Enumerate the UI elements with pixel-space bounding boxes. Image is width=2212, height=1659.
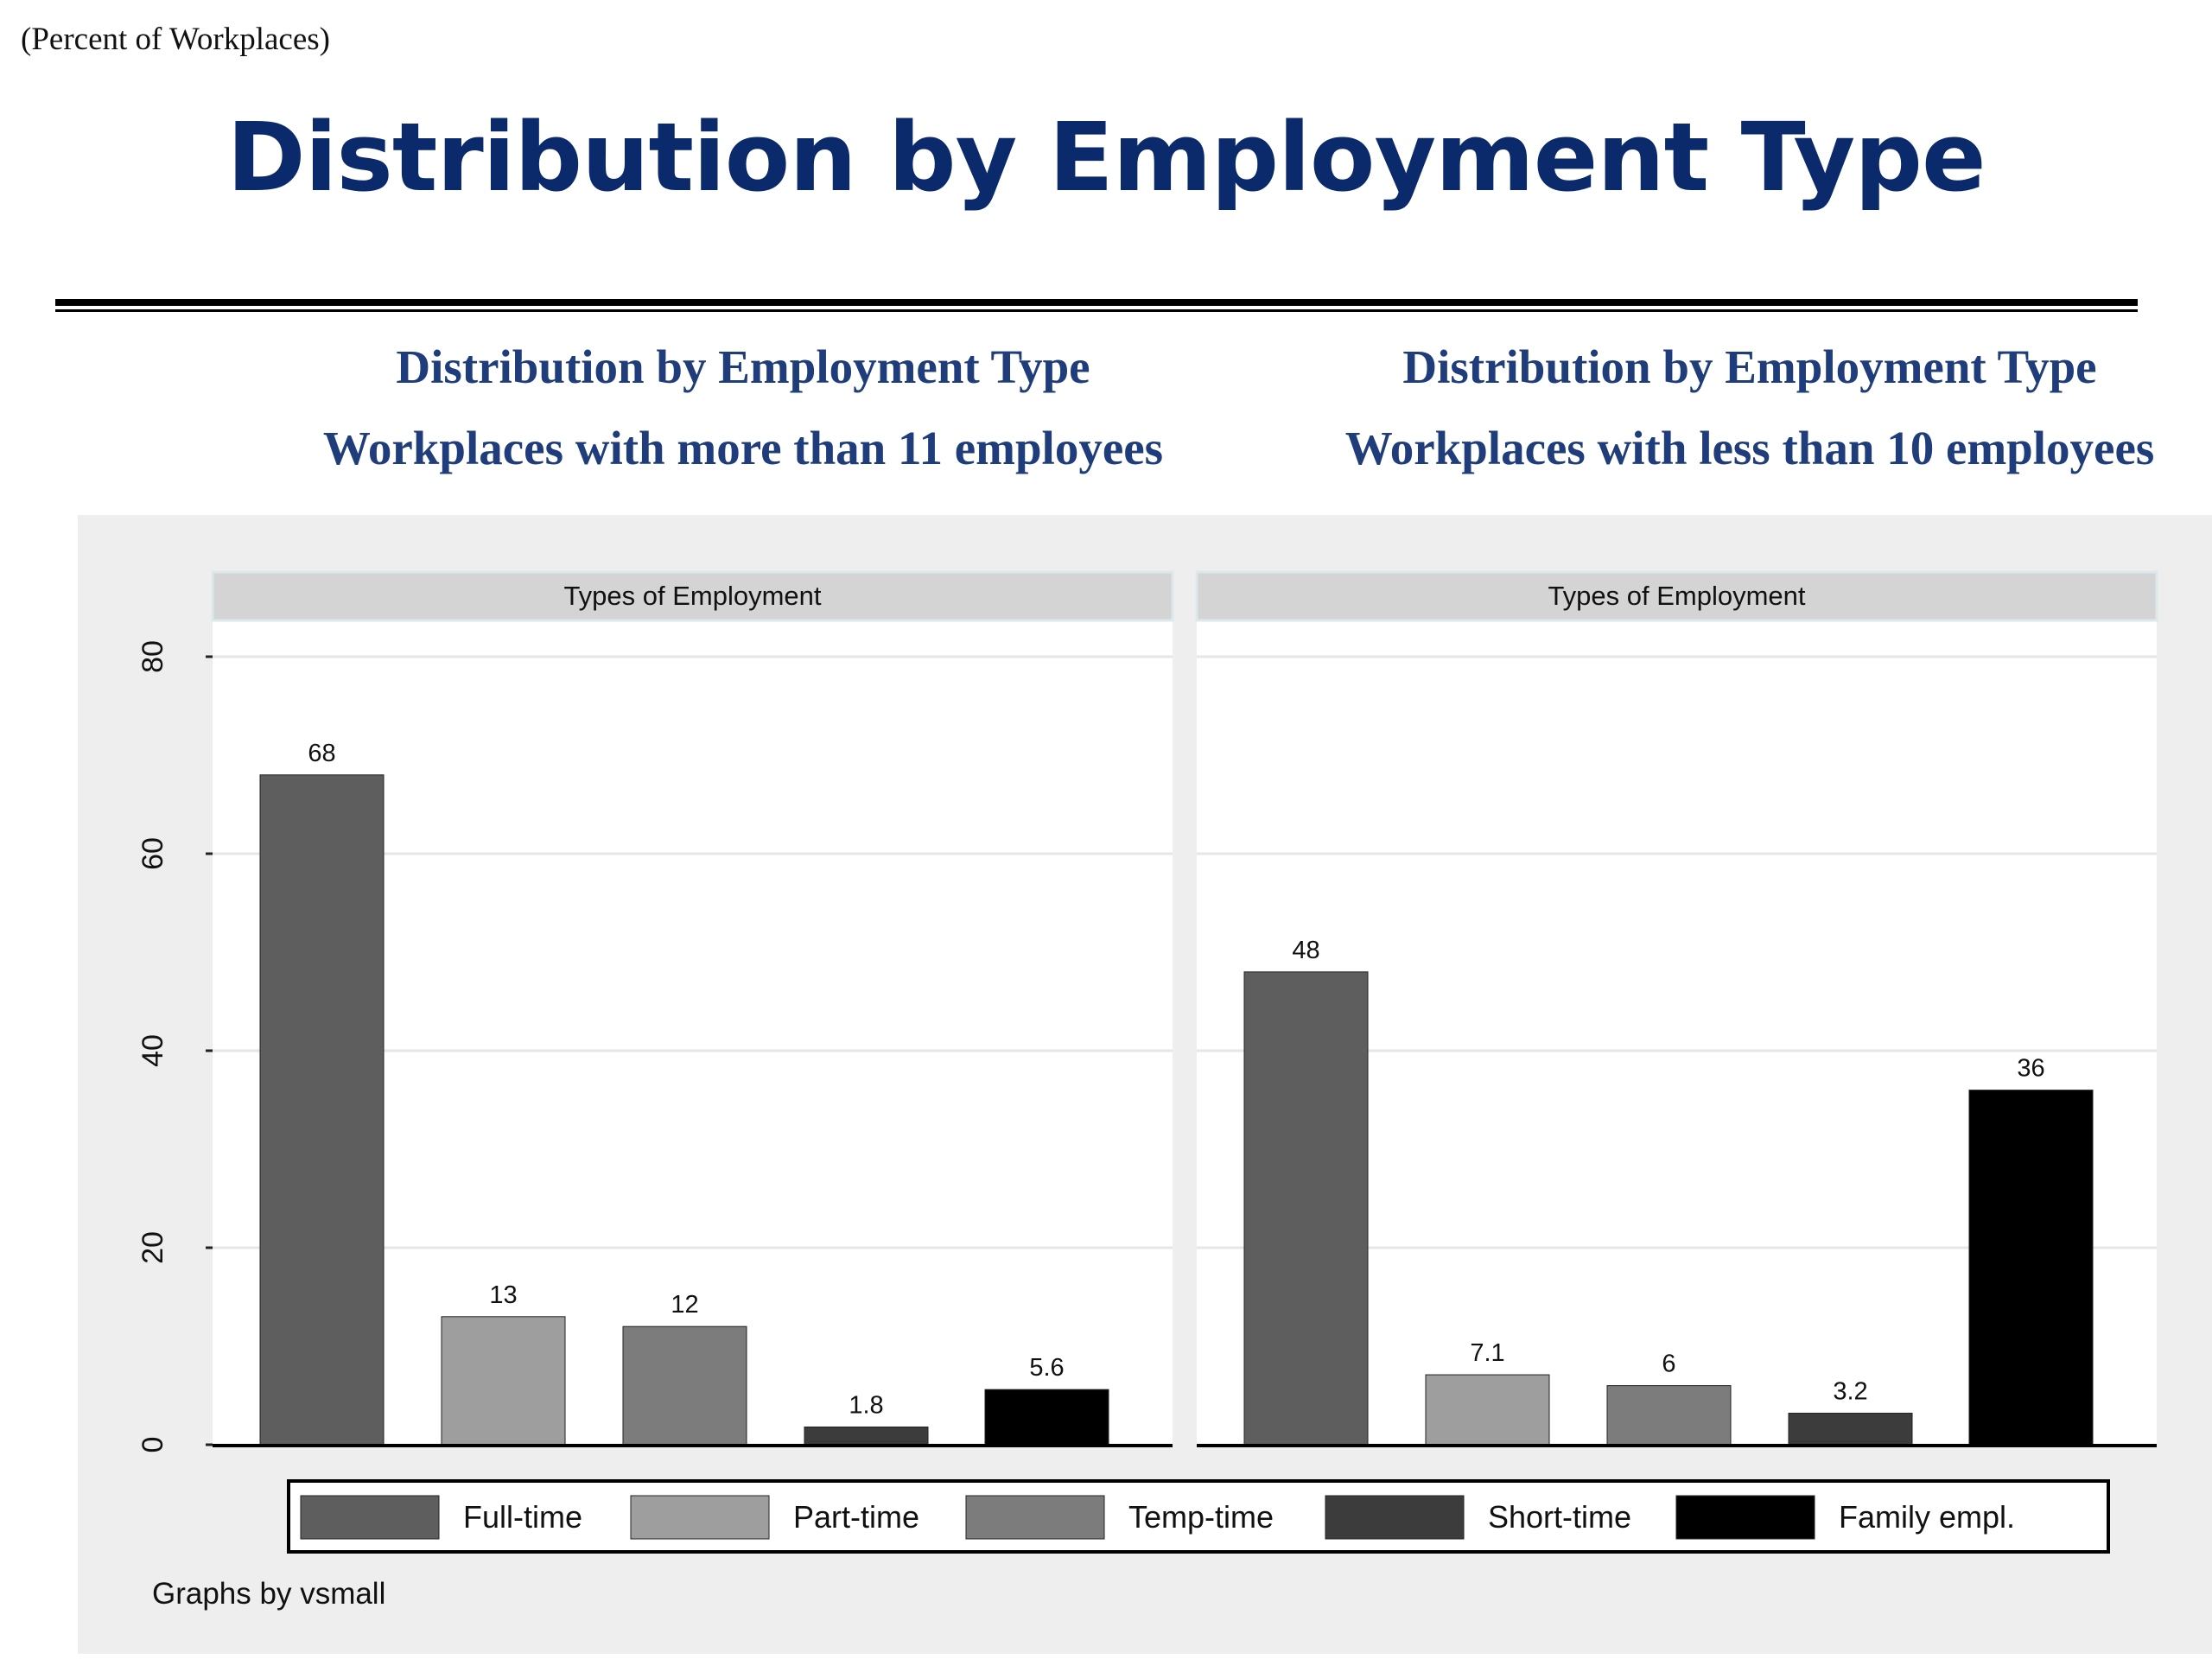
- y-tick-label: 40: [137, 1034, 169, 1067]
- data-label: 36: [2017, 1055, 2044, 1083]
- legend-swatch: [300, 1495, 440, 1540]
- title-rule-thin: [55, 309, 2138, 312]
- legend-label: Part-time: [793, 1499, 919, 1535]
- bar-short-time: [1788, 1413, 1913, 1446]
- bar-part-time: [1425, 1374, 1550, 1446]
- data-label: 13: [489, 1281, 517, 1309]
- legend-label: Short-time: [1488, 1499, 1631, 1535]
- panel-right-header: Distribution by Employment Type Workplac…: [1287, 327, 2212, 489]
- panel-left-title: Distribution by Employment Type: [396, 340, 1090, 393]
- main-title: Distribution by Employment Type: [226, 102, 1986, 213]
- legend-label: Full-time: [463, 1499, 582, 1535]
- panel-right-subtitle: Workplaces with less than 10 employees: [1344, 422, 2155, 474]
- y-tick-label: 80: [137, 640, 169, 673]
- legend-swatch: [965, 1495, 1105, 1540]
- graph-note: Graphs by vsmall: [152, 1577, 385, 1611]
- legend-label: Temp-time: [1128, 1499, 1274, 1535]
- data-label: 7.1: [1470, 1339, 1504, 1367]
- panel-left-subtitle: Workplaces with more than 11 employees: [322, 422, 1164, 474]
- y-tick-label: 60: [137, 837, 169, 870]
- data-label: 68: [308, 740, 335, 767]
- panel-strip: [1195, 570, 2158, 622]
- data-label: 6: [1662, 1351, 1675, 1378]
- legend-swatch: [1325, 1495, 1465, 1540]
- title-rule-thick: [55, 299, 2138, 306]
- bar-short-time: [804, 1426, 929, 1446]
- y-tick-label: 20: [137, 1231, 169, 1264]
- panel-strip-label: Types of Employment: [1548, 581, 1805, 611]
- bar-chart: 0 20 40 60 80 Types of Employment 68 13 12 1.8 5.6…: [137, 570, 2158, 1611]
- data-label: 48: [1292, 937, 1319, 964]
- panel-right-title: Distribution by Employment Type: [1402, 340, 2097, 393]
- bar-family-empl: [984, 1389, 1109, 1446]
- panel-strip-label: Types of Employment: [563, 581, 821, 611]
- bar-family-empl: [1968, 1090, 2094, 1446]
- data-label: 12: [671, 1291, 698, 1319]
- legend-label: Family empl.: [1839, 1499, 2015, 1535]
- bar-temp-time: [622, 1325, 747, 1446]
- chart-area: 0 20 40 60 80 Types of Employment 68 13 12 1.8 5.6…: [78, 515, 2212, 1654]
- panel-left-header: Distribution by Employment Type Workplac…: [259, 327, 1227, 489]
- bar-temp-time: [1606, 1385, 1732, 1446]
- data-label: 5.6: [1029, 1354, 1064, 1382]
- bar-full-time: [259, 774, 385, 1446]
- panel-strip: [211, 570, 1174, 622]
- data-label: 3.2: [1833, 1378, 1867, 1406]
- data-label: 1.8: [849, 1391, 883, 1419]
- legend-swatch: [630, 1495, 770, 1540]
- y-tick-label: 0: [137, 1437, 169, 1453]
- bar-full-time: [1243, 971, 1369, 1446]
- unit-note: (Percent of Workplaces): [21, 22, 330, 57]
- legend-swatch: [1675, 1495, 1815, 1540]
- bar-part-time: [441, 1316, 566, 1446]
